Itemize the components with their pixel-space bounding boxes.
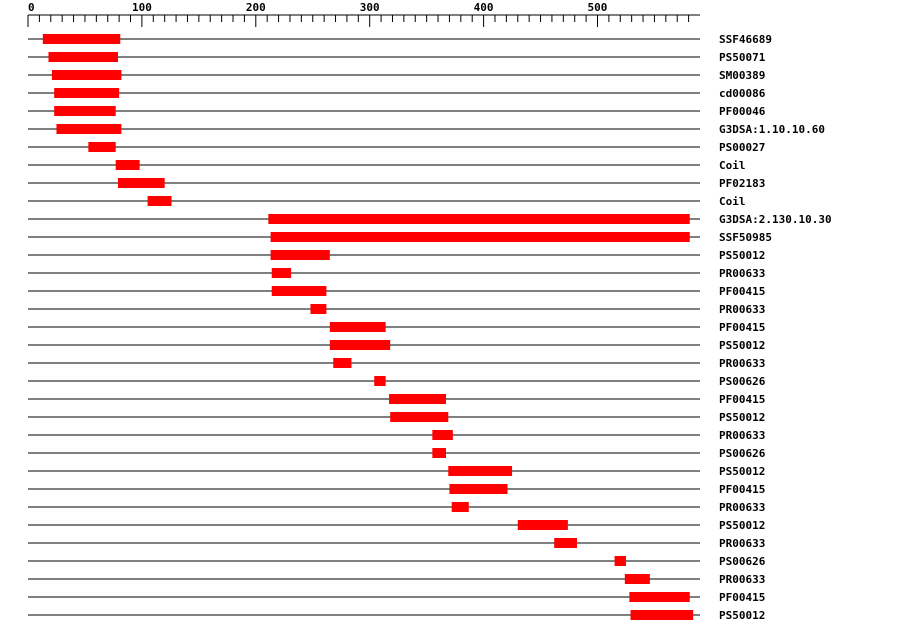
row-label: cd00086 xyxy=(719,87,766,100)
row-label: PR00633 xyxy=(719,357,765,370)
row-label: Coil xyxy=(719,159,746,172)
feature-bar xyxy=(270,250,330,260)
row-label: PS50012 xyxy=(719,339,765,352)
row-label: PF00415 xyxy=(719,285,765,298)
feature-bar xyxy=(271,268,292,278)
row-label: PS00626 xyxy=(719,447,766,460)
feature-bar xyxy=(329,340,391,350)
row-label: PS50012 xyxy=(719,609,765,622)
row-label: PS50012 xyxy=(719,249,765,262)
row-label: PS00027 xyxy=(719,141,765,154)
row-label: PR00633 xyxy=(719,573,765,586)
row-label: PF00415 xyxy=(719,483,765,496)
feature-bar xyxy=(270,232,690,242)
feature-bar xyxy=(310,304,327,314)
row-label: PR00633 xyxy=(719,501,765,514)
feature-bar xyxy=(390,412,449,422)
feature-bar xyxy=(333,358,352,368)
feature-bar xyxy=(614,556,626,566)
row-label: SSF46689 xyxy=(719,33,772,46)
row-label: PF02183 xyxy=(719,177,765,190)
feature-bar xyxy=(56,124,122,134)
feature-bar xyxy=(629,592,690,602)
feature-bar xyxy=(115,160,140,170)
row-label: PS00626 xyxy=(719,555,766,568)
row-label: PF00046 xyxy=(719,105,766,118)
feature-bar xyxy=(624,574,650,584)
row-label: SSF50985 xyxy=(719,231,772,244)
row-label: G3DSA:2.130.10.30 xyxy=(719,213,832,226)
feature-bar xyxy=(51,70,122,80)
x-tick-label: 500 xyxy=(588,1,608,14)
feature-bar xyxy=(268,214,690,224)
feature-bar xyxy=(389,394,447,404)
x-tick-label: 400 xyxy=(474,1,494,14)
feature-bar xyxy=(88,142,116,152)
feature-bar xyxy=(374,376,386,386)
feature-bar xyxy=(448,466,513,476)
feature-bar xyxy=(147,196,172,206)
row-label: PF00415 xyxy=(719,393,765,406)
feature-bar xyxy=(554,538,577,548)
feature-bar xyxy=(54,106,116,116)
row-label: PS50012 xyxy=(719,519,765,532)
row-label: PF00415 xyxy=(719,321,765,334)
feature-bar xyxy=(271,286,327,296)
row-label: PS50012 xyxy=(719,411,765,424)
feature-bar xyxy=(451,502,469,512)
feature-bar xyxy=(48,52,118,62)
feature-bar xyxy=(630,610,694,620)
x-tick-label: 100 xyxy=(132,1,152,14)
row-label: PR00633 xyxy=(719,303,765,316)
feature-bar xyxy=(54,88,120,98)
feature-bar xyxy=(449,484,508,494)
row-label: PR00633 xyxy=(719,537,765,550)
feature-bar xyxy=(517,520,568,530)
feature-bar xyxy=(117,178,165,188)
row-label: G3DSA:1.10.10.60 xyxy=(719,123,825,136)
feature-bar xyxy=(329,322,386,332)
x-tick-label: 200 xyxy=(246,1,266,14)
row-label: PF00415 xyxy=(719,591,765,604)
row-label: PS50071 xyxy=(719,51,766,64)
x-tick-label: 0 xyxy=(28,1,35,14)
row-label: PR00633 xyxy=(719,267,765,280)
row-label: PS00626 xyxy=(719,375,766,388)
x-tick-label: 300 xyxy=(360,1,380,14)
feature-bar xyxy=(432,448,447,458)
feature-bar xyxy=(432,430,453,440)
row-label: PR00633 xyxy=(719,429,765,442)
feature-bar xyxy=(42,34,121,44)
row-label: PS50012 xyxy=(719,465,765,478)
row-label: SM00389 xyxy=(719,69,765,82)
row-label: Coil xyxy=(719,195,746,208)
